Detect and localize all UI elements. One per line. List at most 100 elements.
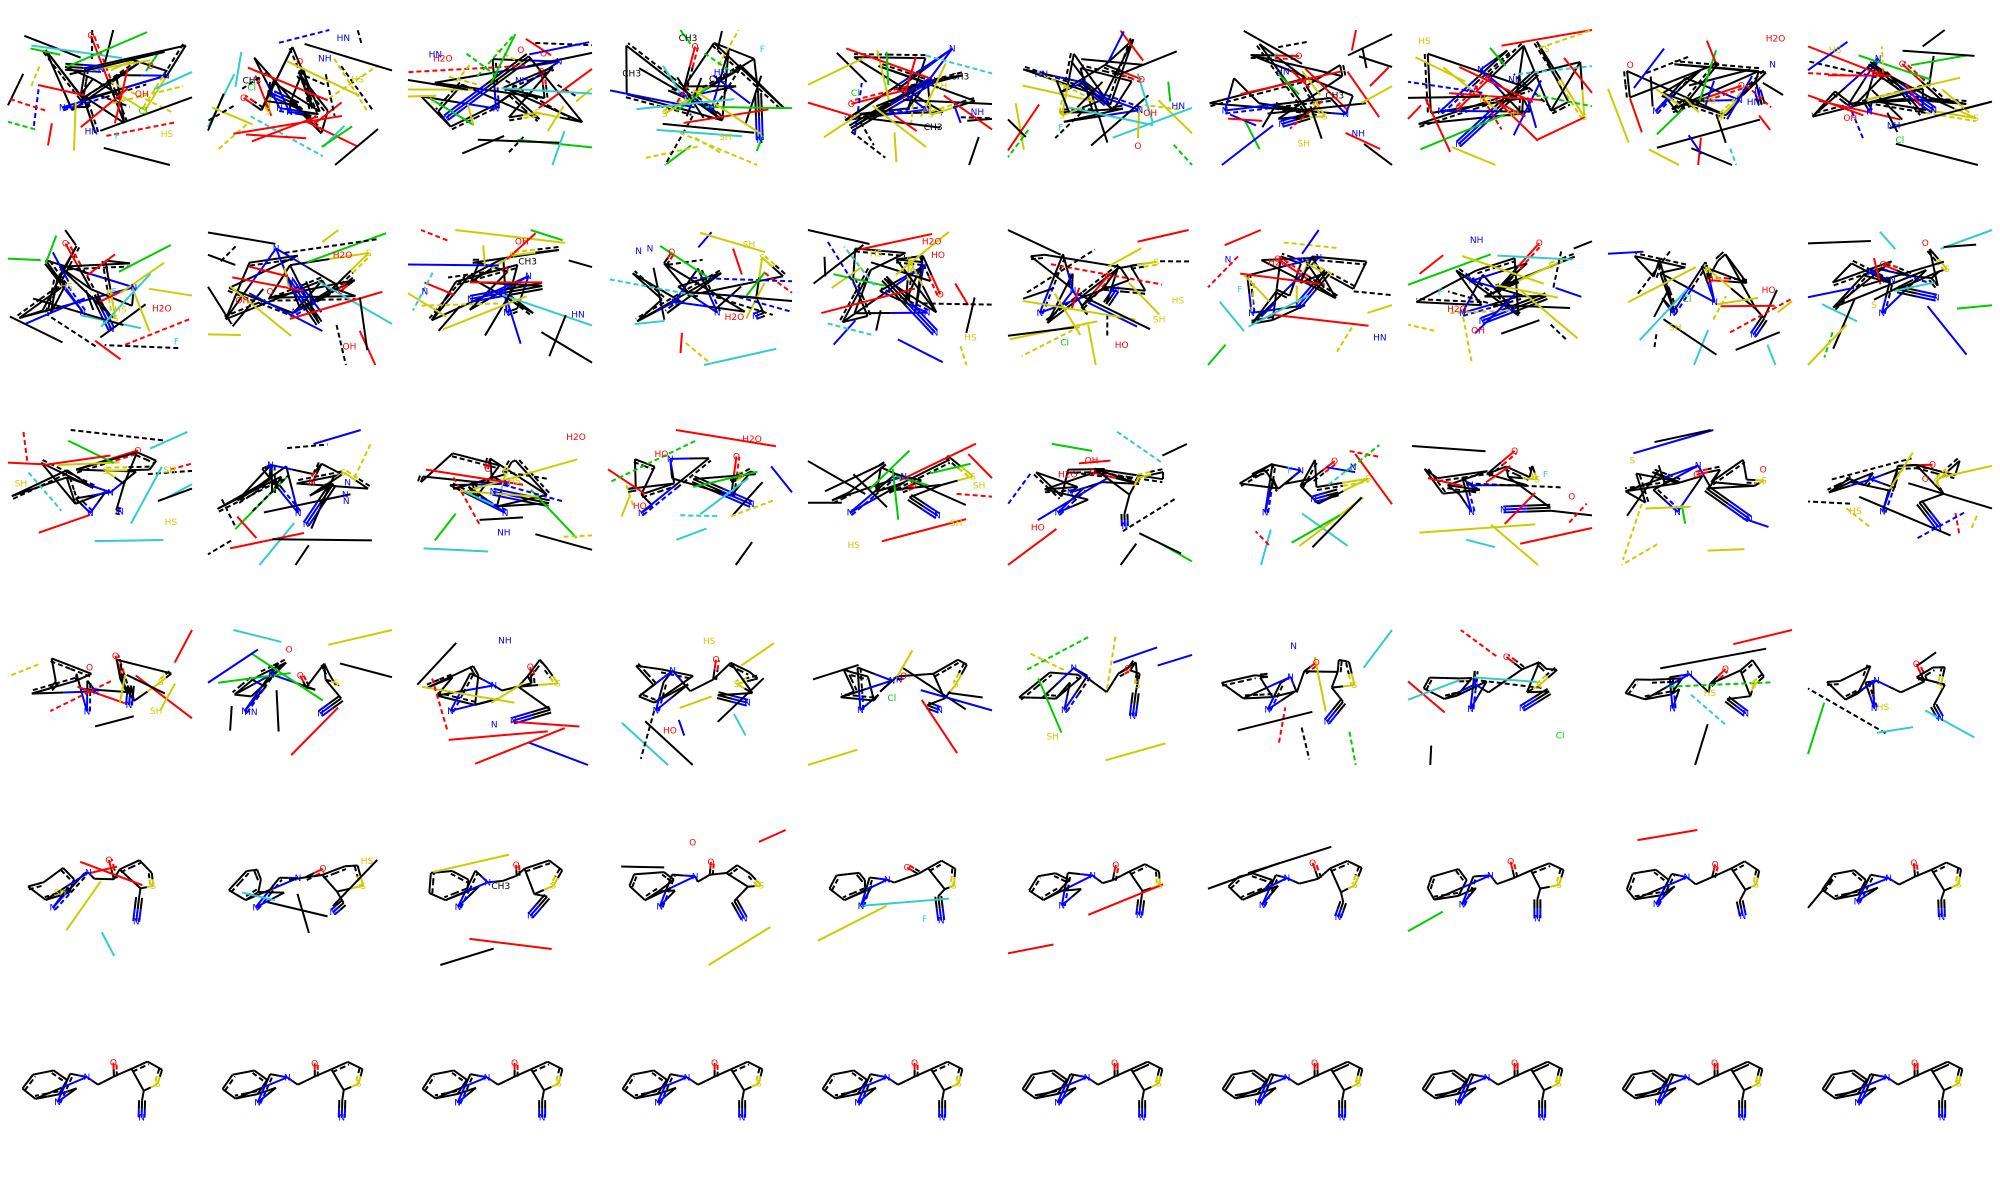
bond-16-0-1: [1555, 865, 1564, 871]
noise-bond-14: [27, 471, 63, 512]
bond-0-1-0: [1823, 883, 1831, 893]
noise-label-1: O: [1134, 142, 1141, 152]
bond-18-0-0: [538, 682, 559, 687]
bond-13-1-1: [107, 452, 140, 464]
atom-label-16: S: [502, 470, 508, 480]
bond-1-0-0: [1031, 1071, 1043, 1076]
bond-15-0-1: [1924, 666, 1934, 674]
noise-bond-15: [358, 297, 369, 351]
bond-7-0-1: [1469, 694, 1480, 710]
bond-6-0-0: [1456, 687, 1473, 697]
bond-21-1-1: [908, 304, 936, 334]
bond-15-1-1: [935, 862, 944, 868]
noise-bond-5: [1473, 676, 1537, 683]
bond-1-0-1: [251, 868, 258, 872]
atom-label-12: O: [1711, 1059, 1718, 1069]
bond-18-0-1: [941, 479, 958, 486]
bond-0-1-1: [1426, 466, 1437, 481]
bond-19-0-0: [1136, 1079, 1145, 1091]
bond-13-0-1: [930, 274, 942, 295]
bond-19-0-0: [1336, 1079, 1345, 1091]
bond-19-0-0: [328, 882, 338, 893]
bond-8-0-0: [243, 686, 263, 712]
bond-18-0-1: [1340, 887, 1349, 894]
bond-7-0-0: [1866, 886, 1879, 896]
noise-bond-1: [1119, 30, 1144, 62]
bond-2-1-0: [1655, 268, 1661, 279]
noise-bond-9: [1889, 451, 1914, 490]
bond-12-0-1: [1905, 1075, 1915, 1082]
bond-14-0-1: [1122, 1068, 1132, 1074]
bond-5-0-1: [1821, 1088, 1830, 1095]
bond-12-0-0: [97, 1079, 107, 1086]
atom-label-16: S: [360, 882, 366, 892]
atom-label-12: O: [105, 856, 112, 866]
bond-8-1-0: [1059, 501, 1074, 516]
bond-15-1-0: [934, 668, 948, 678]
bond-8-0-0: [1670, 692, 1674, 709]
bond-19-0-1: [713, 42, 735, 52]
bond-0-1-1: [29, 1075, 37, 1085]
bond-7-0-1: [859, 701, 871, 711]
bond-12-0-0: [897, 1079, 907, 1086]
noise-label-2: SH: [1298, 139, 1310, 149]
atom-label-9: N: [267, 461, 274, 471]
bond-4-0-0: [1046, 1093, 1058, 1098]
bond-13-1-0: [1707, 465, 1720, 471]
bond-15-0-0: [1916, 671, 1926, 679]
bond-21-1-0: [1535, 690, 1550, 701]
bond-4-1-0: [40, 281, 65, 300]
bond-19-0-1: [1130, 1068, 1139, 1081]
bond-21-1-0: [1334, 701, 1344, 713]
bond-15-0-1: [945, 658, 959, 668]
bond-13-0-0: [252, 103, 263, 112]
bond-20-0-0: [742, 1090, 745, 1096]
bond-13-0-0: [77, 265, 92, 290]
bond-21-1-0: [531, 708, 551, 717]
bond-2-1-0: [272, 658, 286, 667]
noise-bond-5: [679, 29, 692, 45]
noise-bond-8: [339, 662, 393, 679]
bond-21-1-1: [1727, 502, 1750, 520]
bond-3-0-0: [258, 879, 262, 886]
bond-2-1-1: [658, 104, 692, 116]
bond-8-1-0: [1657, 889, 1668, 906]
bond-15-1-1: [1140, 1063, 1150, 1070]
bond-10-0-0: [1860, 679, 1877, 692]
bond-3-0-0: [1860, 678, 1867, 687]
bond-17-1-1: [148, 879, 152, 887]
noise-bond-14: [525, 37, 552, 57]
bond-17-1-1: [1058, 83, 1066, 116]
atom-label-19: N: [1742, 709, 1749, 719]
bond-17-1-0: [957, 662, 966, 674]
bond-0-0-0: [1035, 471, 1050, 486]
bond-14-0-0: [1711, 871, 1723, 878]
bond-15-1-0: [82, 81, 88, 96]
bond-11-0-0: [674, 300, 710, 308]
noise-bond-18: [551, 130, 566, 166]
noise-bond-13: [662, 65, 682, 94]
noise-bond-6: [895, 475, 929, 487]
bond-12-0-0: [689, 684, 703, 693]
noise-bond-7: [1607, 250, 1644, 255]
noise-bond-7: [733, 713, 747, 736]
bond-0-0-1: [1026, 1074, 1033, 1083]
bond-11-0-0: [1486, 1076, 1494, 1082]
bond-21-2-1: [1737, 908, 1741, 917]
bond-5-0-1: [828, 887, 838, 896]
noise-bond-11: [1653, 287, 1671, 318]
bond-12-0-0: [1848, 100, 1895, 105]
bond-0-1-0: [628, 490, 633, 493]
bond-18-0-1: [1943, 886, 1952, 892]
bond-21-0-1: [756, 316, 761, 320]
bond-17-0-0: [359, 1068, 364, 1077]
atom-label-9: N: [1316, 254, 1323, 264]
bond-14-0-1: [1522, 1068, 1532, 1074]
noise-bond-4: [1451, 146, 1496, 166]
noise-label-2: F: [174, 338, 179, 348]
bond-5-0-0: [1630, 893, 1636, 901]
bond-20-0-0: [78, 71, 94, 80]
